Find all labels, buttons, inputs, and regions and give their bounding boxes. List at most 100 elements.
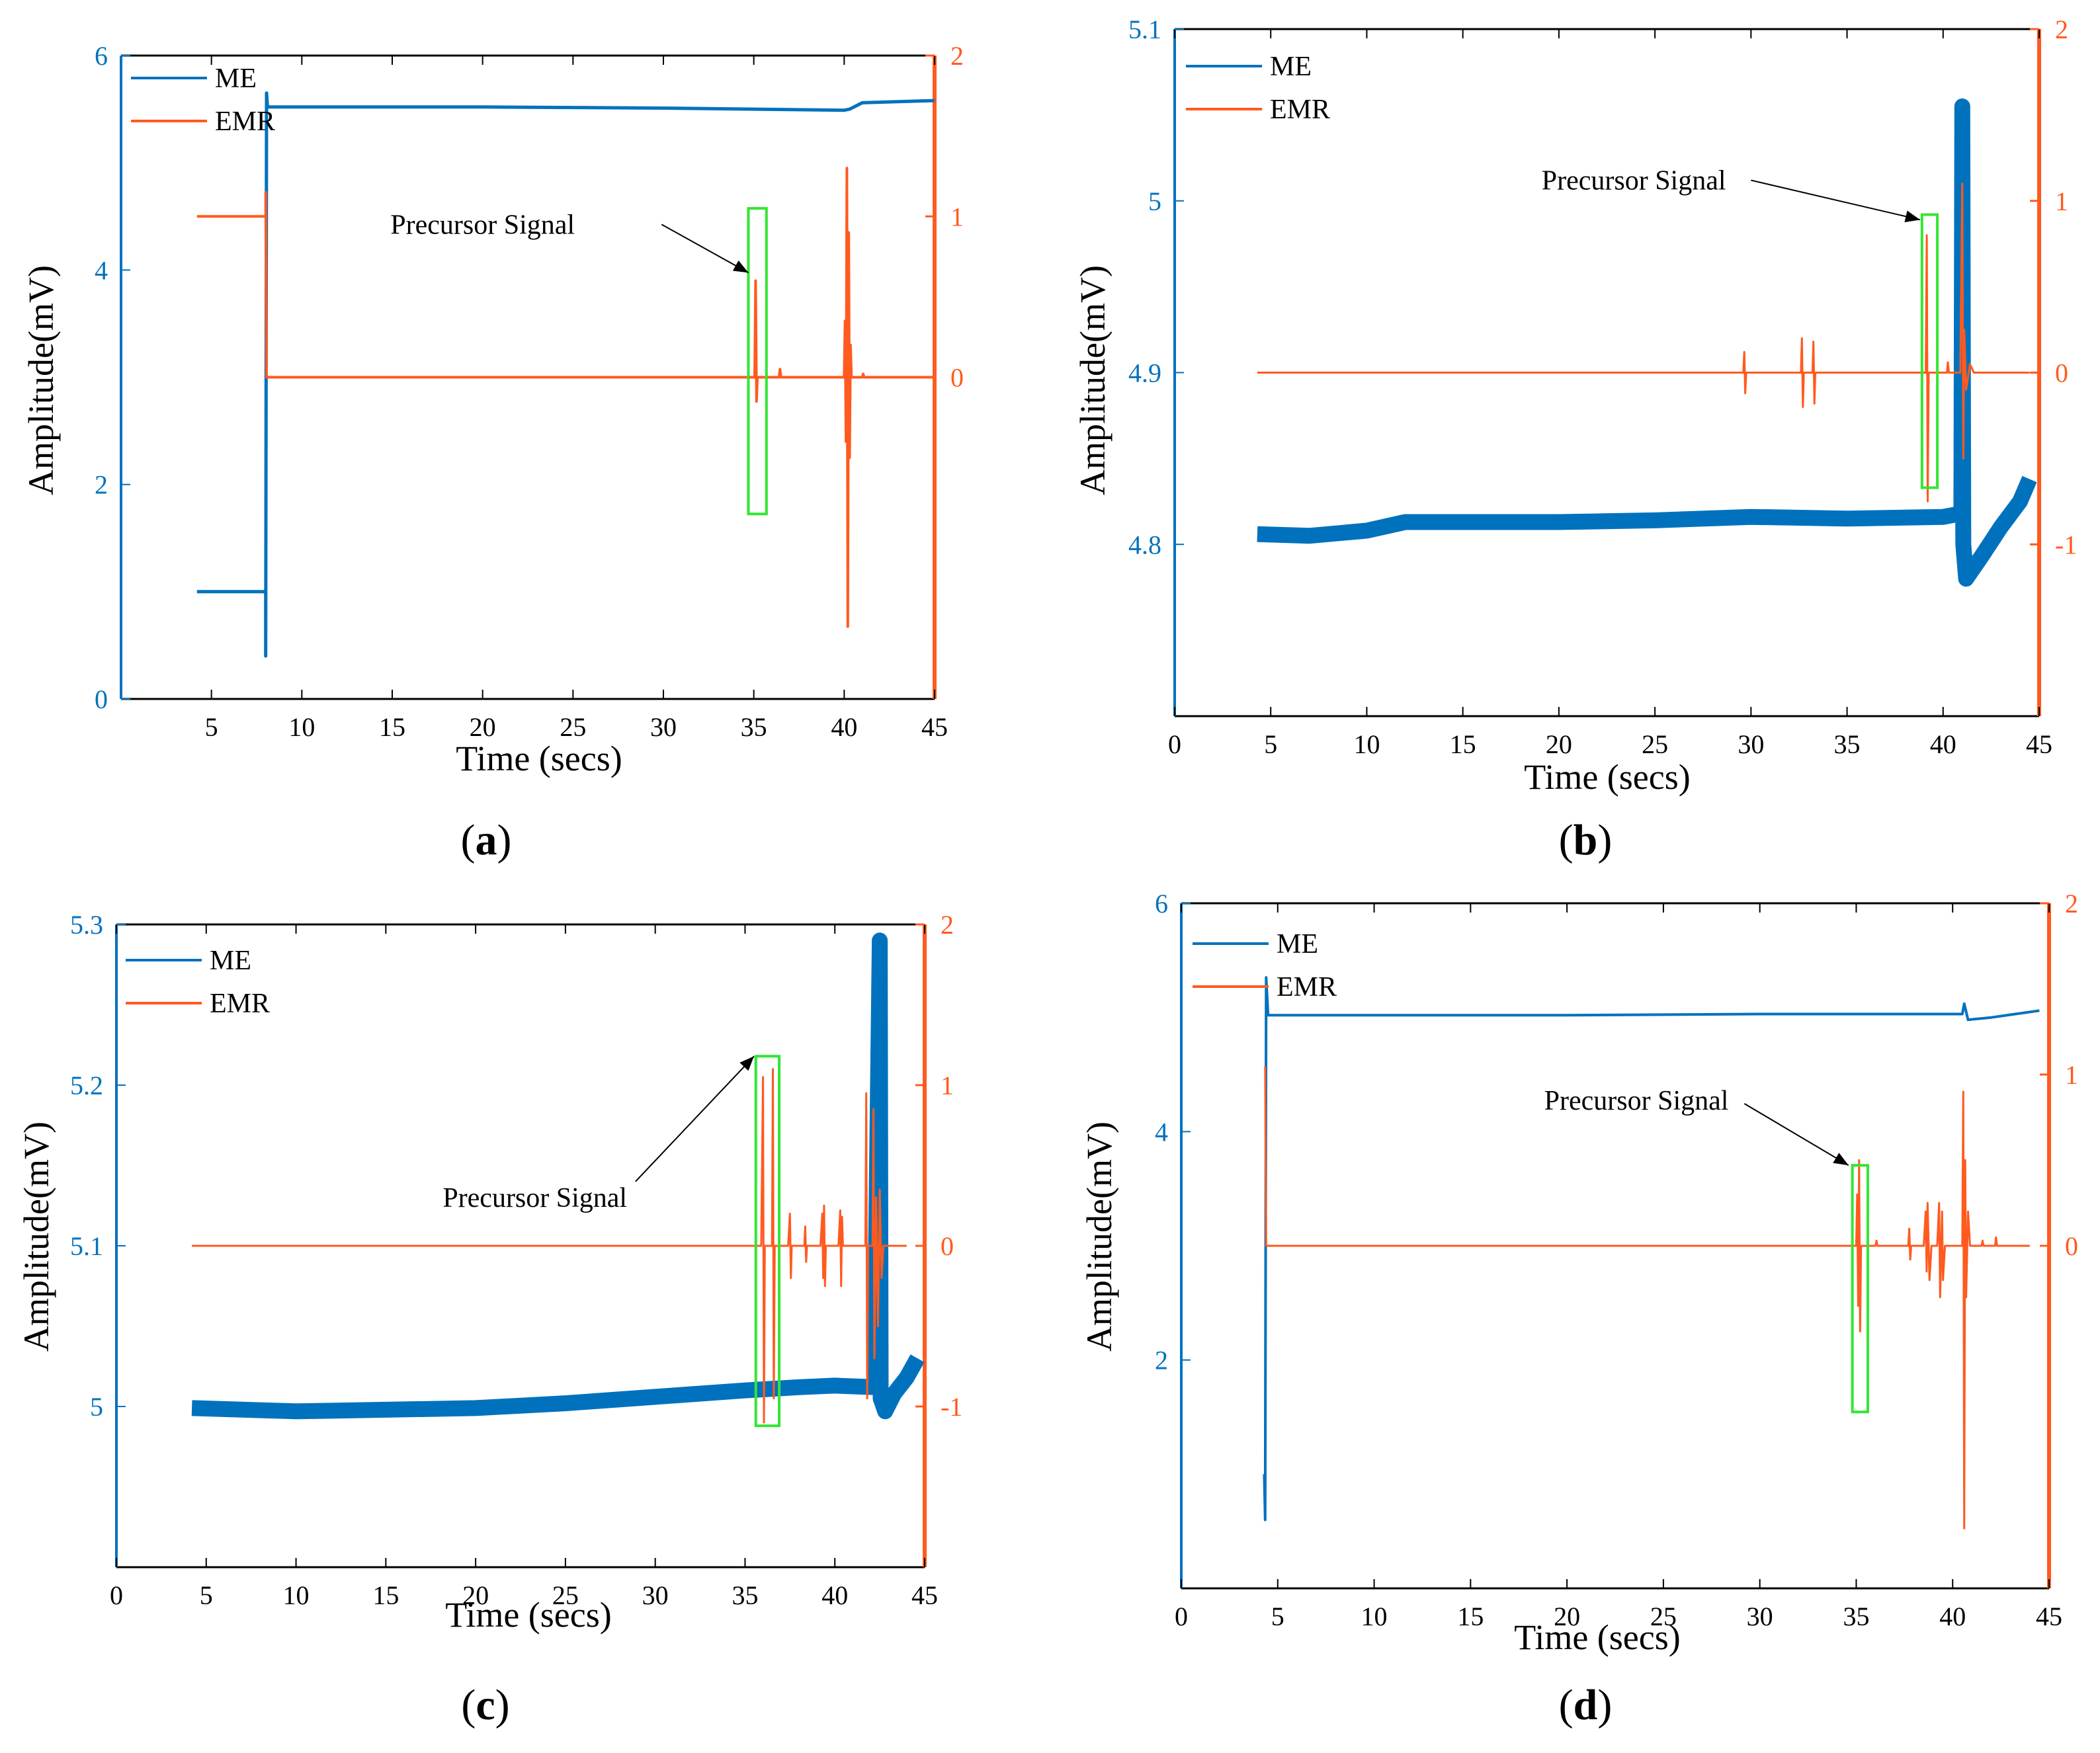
emr-series-line (1264, 1066, 2030, 1529)
left-y-tick-label: 5 (1148, 186, 1161, 216)
annotation-arrow-line (1751, 179, 1921, 221)
x-axis-label: Time (secs) (456, 739, 622, 778)
right-y-tick-label: 0 (2055, 358, 2068, 388)
x-tick-label: 35 (732, 1580, 758, 1610)
right-y-tick-label: 2 (950, 41, 964, 71)
x-tick-label: 35 (1834, 729, 1861, 759)
x-tick-label: 25 (560, 712, 586, 742)
me-series-line (191, 932, 925, 1420)
me-series-line (1257, 98, 2037, 587)
legend-emr-label: EMR (210, 989, 270, 1019)
right-y-tick-label: 1 (2065, 1060, 2078, 1090)
x-tick-label: 15 (1457, 1602, 1484, 1631)
legend-me-label: ME (215, 63, 257, 94)
left-y-tick-label: 5.1 (70, 1231, 103, 1261)
right-y-tick-label: -1 (2055, 530, 2077, 559)
annotation-arrow-head (739, 1056, 755, 1071)
x-tick-label: 0 (1175, 1602, 1188, 1631)
x-tick-label: 5 (200, 1580, 213, 1610)
me-series-line (1263, 976, 2040, 1522)
left-y-tick-label: 5.1 (1128, 15, 1161, 44)
left-y-tick-label: 5.2 (70, 1071, 103, 1100)
left-y-tick-label: 2 (1155, 1346, 1168, 1375)
me-series-line (196, 91, 935, 658)
annotation-arrow-line (1743, 1103, 1849, 1166)
x-tick-label: 30 (1738, 729, 1764, 759)
x-axis-label: Time (secs) (1514, 1617, 1681, 1657)
x-tick-label: 45 (2036, 1602, 2062, 1631)
emr-series-line (192, 1068, 907, 1424)
panel-caption: (c) (461, 1681, 509, 1729)
left-y-tick-label: 2 (95, 470, 108, 500)
precursor-annotation-text: Precursor Signal (390, 210, 575, 240)
right-y-tick-label: 0 (941, 1231, 954, 1261)
panel-a: 5 10 15 20 25 30 35 40 45 0 2 4 6 0 1 2 Time (secs) Ampli… (21, 41, 964, 864)
annotation-arrow-line (661, 224, 749, 274)
y-axis-label: Amplitude(mV) (17, 1121, 56, 1352)
x-tick-label: 40 (831, 712, 857, 742)
panel-d: 0 5 10 15 20 25 30 35 40 45 2 4 6 0 1 2 Time (secs) Ampli… (1079, 889, 2078, 1729)
right-y-tick-label: 2 (2065, 889, 2078, 918)
left-y-tick-label: 5 (90, 1392, 103, 1422)
x-tick-label: 15 (379, 712, 405, 742)
annotation-arrow-head (732, 260, 749, 273)
x-tick-label: 35 (1843, 1602, 1869, 1631)
x-tick-label: 35 (741, 712, 767, 742)
x-tick-label: 10 (288, 712, 315, 742)
x-tick-label: 45 (921, 712, 948, 742)
legend-emr-label: EMR (215, 106, 275, 137)
x-tick-label: 30 (1747, 1602, 1773, 1631)
emr-series-line (1257, 183, 2030, 503)
x-tick-label: 20 (1554, 1602, 1580, 1631)
emr-series-line (196, 167, 935, 628)
panel-c: 0 5 10 15 20 25 30 35 40 45 5 5.1 5.2 5.3 -1 0 1 2 Time (s… (17, 910, 962, 1729)
precursor-box (747, 207, 768, 516)
x-tick-label: 40 (821, 1580, 848, 1610)
x-tick-label: 45 (2026, 729, 2052, 759)
precursor-box (754, 1055, 781, 1428)
panel-caption: (a) (461, 816, 512, 864)
x-tick-label: 20 (470, 712, 496, 742)
annotation-arrow-head (1833, 1153, 1849, 1166)
right-y-tick-label: 1 (2055, 186, 2068, 216)
x-tick-label: 30 (650, 712, 677, 742)
panel-caption: (b) (1559, 816, 1613, 864)
x-tick-label: 40 (1930, 729, 1956, 759)
right-y-tick-label: 2 (2055, 15, 2068, 44)
annotation-arrow-head (1904, 210, 1920, 223)
left-y-tick-label: 6 (95, 41, 108, 71)
x-tick-label: 25 (552, 1580, 579, 1610)
precursor-annotation-text: Precursor Signal (442, 1183, 627, 1213)
x-tick-label: 40 (1939, 1602, 1966, 1631)
x-tick-label: 0 (110, 1580, 123, 1610)
precursor-box (1851, 1164, 1869, 1414)
x-tick-label: 15 (1450, 729, 1476, 759)
x-tick-label: 25 (1650, 1602, 1677, 1631)
right-y-tick-label: 2 (941, 910, 954, 940)
x-axis-label: Time (secs) (1524, 757, 1691, 797)
panel-caption: (d) (1559, 1681, 1613, 1729)
left-y-tick-label: 4.9 (1128, 358, 1161, 388)
legend-me-label: ME (1270, 52, 1312, 82)
legend-emr-label: EMR (1270, 95, 1330, 125)
x-axis-label: Time (secs) (445, 1595, 612, 1635)
left-y-tick-label: 5.3 (70, 910, 103, 940)
legend-me-label: ME (1277, 929, 1318, 959)
x-tick-label: 5 (1264, 729, 1277, 759)
left-y-tick-label: 4.8 (1128, 530, 1161, 559)
precursor-annotation-text: Precursor Signal (1542, 166, 1726, 196)
x-tick-label: 25 (1642, 729, 1668, 759)
x-tick-label: 0 (1168, 729, 1181, 759)
left-y-tick-label: 4 (95, 255, 108, 285)
panel-b: 0 5 10 15 20 25 30 35 40 45 4.8 4.9 5 5.1 -1 0 1 2 Time (s… (1073, 15, 2077, 864)
right-y-tick-label: 1 (941, 1071, 954, 1100)
x-tick-label: 10 (283, 1580, 310, 1610)
right-y-tick-label: -1 (941, 1392, 962, 1422)
x-tick-label: 10 (1353, 729, 1380, 759)
right-y-tick-label: 0 (2065, 1231, 2078, 1261)
x-tick-label: 20 (1546, 729, 1572, 759)
y-axis-label: Amplitude(mV) (1079, 1121, 1119, 1352)
x-tick-label: 5 (205, 712, 218, 742)
left-y-tick-label: 4 (1155, 1117, 1168, 1147)
